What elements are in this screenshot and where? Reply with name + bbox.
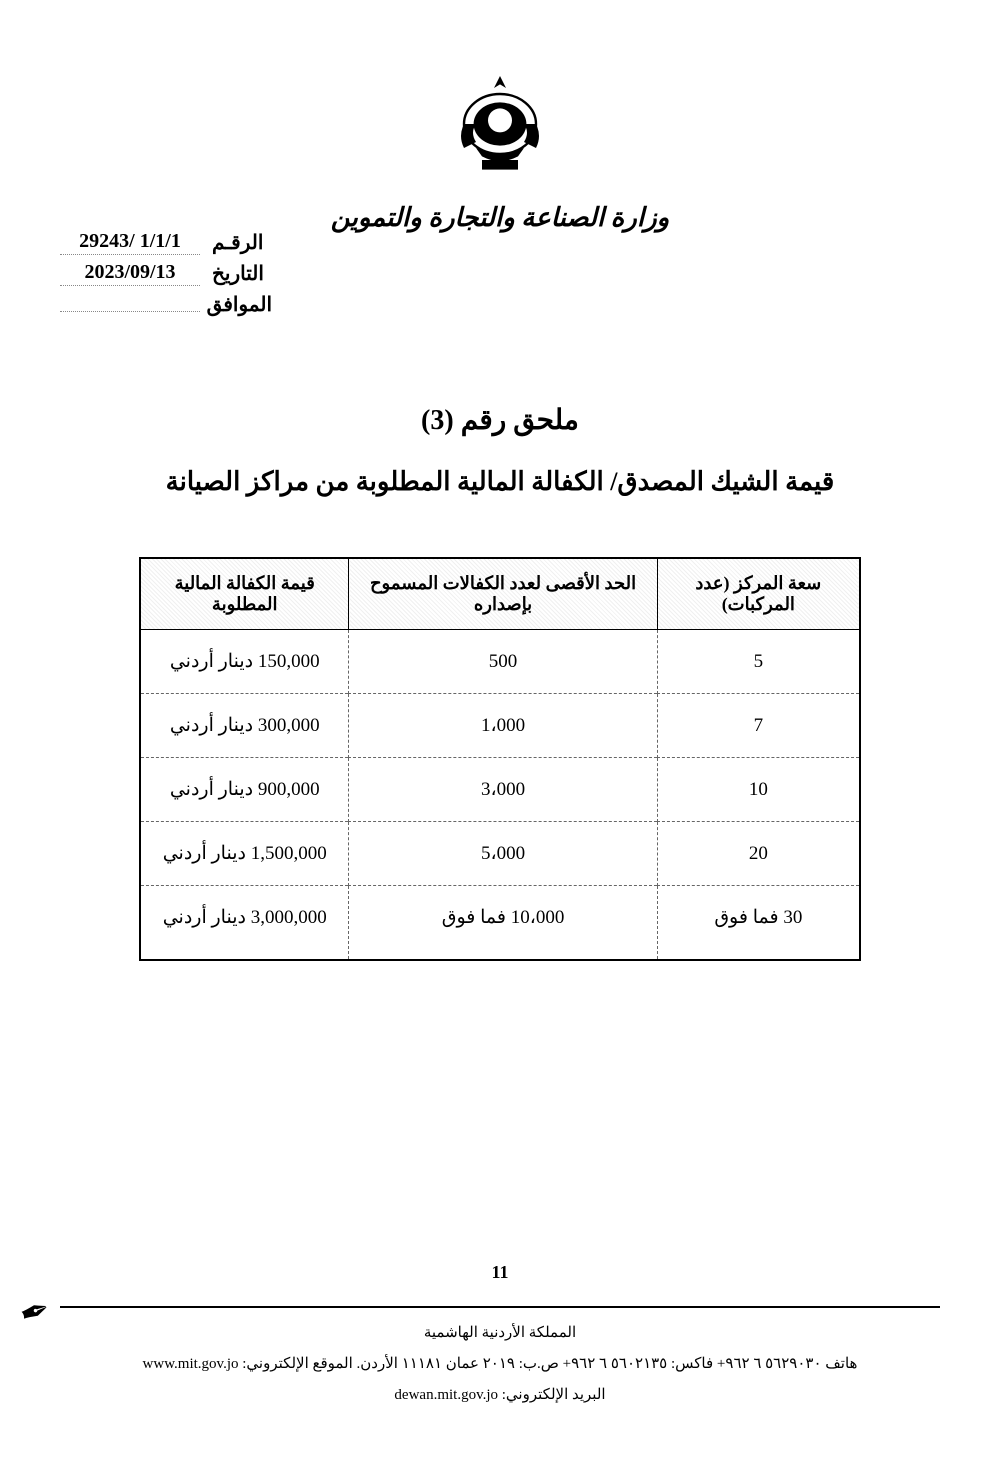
- document-subtitle: قيمة الشيك المصدق/ الكفالة المالية المطل…: [60, 467, 940, 497]
- table-header-capacity: سعة المركز (عدد المركبات): [657, 558, 859, 630]
- ref-number-row: الرقـم 29243/ 1/1/1: [60, 230, 272, 255]
- table-cell: 10: [657, 758, 859, 822]
- date-value: 2023/09/13: [60, 261, 200, 286]
- table-header-row: سعة المركز (عدد المركبات) الحد الأقصى لع…: [140, 558, 860, 630]
- corresponding-label: الموافق: [212, 292, 272, 317]
- table-cell: 3,000,000 دينار أردني: [140, 886, 349, 961]
- table-header-max-guarantees: الحد الأقصى لعدد الكفالات المسموح بإصدار…: [349, 558, 658, 630]
- table-row: 10 3،000 900,000 دينار أردني: [140, 758, 860, 822]
- footer-country: المملكة الأردنية الهاشمية: [60, 1320, 940, 1347]
- table-cell: 5: [657, 630, 859, 694]
- footer-email: البريد الإلكتروني: dewan.mit.gov.jo: [60, 1382, 940, 1409]
- table-cell: 30 فما فوق: [657, 886, 859, 961]
- appendix-title: ملحق رقم (3): [60, 403, 940, 437]
- table-cell: 7: [657, 694, 859, 758]
- table-cell: 1،000: [349, 694, 658, 758]
- table-cell: 20: [657, 822, 859, 886]
- ministry-name: وزارة الصناعة والتجارة والتموين: [60, 203, 940, 233]
- table-cell: 150,000 دينار أردني: [140, 630, 349, 694]
- document-metadata: الرقـم 29243/ 1/1/1 التاريخ 2023/09/13 ا…: [60, 230, 272, 323]
- footer-contact: هاتف ٥٦٢٩٠٣٠ ٦ ٩٦٢+ فاكس: ٥٦٠٢١٣٥ ٦ ٩٦٢+…: [60, 1351, 940, 1378]
- table-row: 30 فما فوق 10،000 فما فوق 3,000,000 دينا…: [140, 886, 860, 961]
- table-row: 20 5،000 1,500,000 دينار أردني: [140, 822, 860, 886]
- corresponding-row: الموافق: [60, 292, 272, 317]
- footer-section: المملكة الأردنية الهاشمية هاتف ٥٦٢٩٠٣٠ ٦…: [60, 1306, 940, 1413]
- ref-number-label: الرقـم: [212, 230, 272, 255]
- title-section: ملحق رقم (3) قيمة الشيك المصدق/ الكفالة …: [60, 403, 940, 497]
- table-row: 5 500 150,000 دينار أردني: [140, 630, 860, 694]
- table-cell: 300,000 دينار أردني: [140, 694, 349, 758]
- corresponding-value-empty: [60, 292, 200, 312]
- jordan-emblem-icon: [440, 70, 560, 190]
- table-cell: 10،000 فما فوق: [349, 886, 658, 961]
- table-cell: 900,000 دينار أردني: [140, 758, 349, 822]
- guarantee-table: سعة المركز (عدد المركبات) الحد الأقصى لع…: [139, 557, 861, 961]
- table-cell: 500: [349, 630, 658, 694]
- ref-number-value: 29243/ 1/1/1: [60, 230, 200, 255]
- table-row: 7 1،000 300,000 دينار أردني: [140, 694, 860, 758]
- table-header-guarantee-value: قيمة الكفالة المالية المطلوبة: [140, 558, 349, 630]
- table-cell: 5،000: [349, 822, 658, 886]
- table-cell: 1,500,000 دينار أردني: [140, 822, 349, 886]
- document-page: وزارة الصناعة والتجارة والتموين الرقـم 2…: [0, 0, 1000, 1483]
- page-number: 11: [491, 1262, 508, 1283]
- date-row: التاريخ 2023/09/13: [60, 261, 272, 286]
- logo-section: وزارة الصناعة والتجارة والتموين: [60, 70, 940, 233]
- signature-icon: ✒: [14, 1287, 57, 1337]
- table-cell: 3،000: [349, 758, 658, 822]
- date-label: التاريخ: [212, 261, 272, 286]
